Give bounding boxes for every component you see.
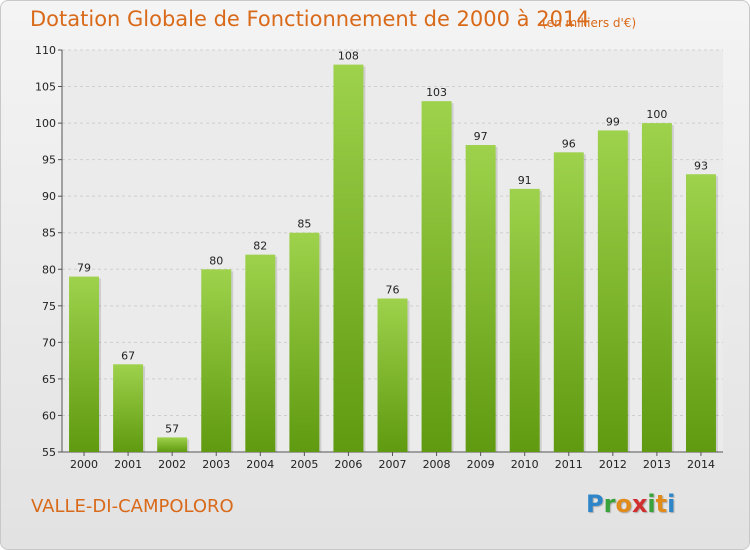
data-label: 91 — [518, 174, 532, 187]
y-tick-label: 105 — [35, 81, 56, 94]
data-label: 76 — [386, 284, 400, 297]
bar — [377, 298, 408, 452]
y-tick-label: 110 — [35, 44, 56, 57]
bar — [465, 145, 496, 452]
data-label: 80 — [209, 254, 223, 267]
y-tick-label: 95 — [42, 154, 56, 167]
data-label: 85 — [297, 218, 311, 231]
x-tick-label: 2014 — [687, 458, 715, 471]
y-tick-label: 65 — [42, 373, 56, 386]
x-tick-label: 2001 — [114, 458, 142, 471]
x-tick-label: 2005 — [290, 458, 318, 471]
data-label: 97 — [474, 130, 488, 143]
data-label: 108 — [338, 50, 359, 63]
data-label: 100 — [646, 108, 667, 121]
logo-letter: r — [603, 490, 616, 518]
x-tick-label: 2002 — [158, 458, 186, 471]
bar — [245, 254, 276, 452]
bar — [553, 152, 584, 452]
bar — [113, 364, 144, 452]
data-label: 67 — [121, 349, 135, 362]
y-tick-label: 80 — [42, 263, 56, 276]
y-tick-label: 100 — [35, 117, 56, 130]
data-label: 99 — [606, 115, 620, 128]
bar — [641, 123, 672, 452]
logo-letter: t — [655, 490, 668, 518]
x-tick-label: 2011 — [555, 458, 583, 471]
data-label: 103 — [426, 86, 447, 99]
data-label: 57 — [165, 422, 179, 435]
x-tick-label: 2013 — [643, 458, 671, 471]
y-tick-label: 55 — [42, 446, 56, 459]
bar — [597, 130, 628, 452]
commune-name: VALLE-DI-CAMPOLORO — [31, 496, 234, 517]
chart-unit-note: (en milliers d'€) — [542, 16, 637, 30]
x-tick-label: 2008 — [423, 458, 451, 471]
bar — [69, 276, 100, 452]
bar — [509, 188, 540, 452]
y-tick-label: 60 — [42, 409, 56, 422]
bar — [421, 101, 452, 452]
y-tick-label: 85 — [42, 227, 56, 240]
x-tick-label: 2006 — [334, 458, 362, 471]
x-tick-label: 2000 — [70, 458, 98, 471]
x-tick-label: 2003 — [202, 458, 230, 471]
x-tick-label: 2009 — [467, 458, 495, 471]
bar — [333, 64, 364, 453]
logo-letter: i — [647, 490, 656, 518]
bar — [201, 269, 232, 452]
data-label: 93 — [694, 159, 708, 172]
x-tick-label: 2012 — [599, 458, 627, 471]
proxiti-logo: Proxiti — [586, 490, 675, 518]
bar — [685, 174, 716, 452]
bar — [289, 232, 320, 452]
x-tick-label: 2004 — [246, 458, 274, 471]
y-tick-label: 75 — [42, 300, 56, 313]
data-label: 79 — [77, 262, 91, 275]
data-label: 82 — [253, 240, 267, 253]
chart-title: Dotation Globale de Fonctionnement de 20… — [30, 7, 590, 31]
y-tick-label: 70 — [42, 336, 56, 349]
data-label: 96 — [562, 137, 576, 150]
logo-letter: x — [631, 490, 648, 518]
y-tick-label: 90 — [42, 190, 56, 203]
x-tick-label: 2007 — [379, 458, 407, 471]
bar — [157, 437, 188, 452]
logo-letter: o — [615, 490, 632, 518]
logo-letter: P — [586, 490, 604, 518]
logo-letter: i — [667, 490, 676, 518]
x-tick-label: 2010 — [511, 458, 539, 471]
